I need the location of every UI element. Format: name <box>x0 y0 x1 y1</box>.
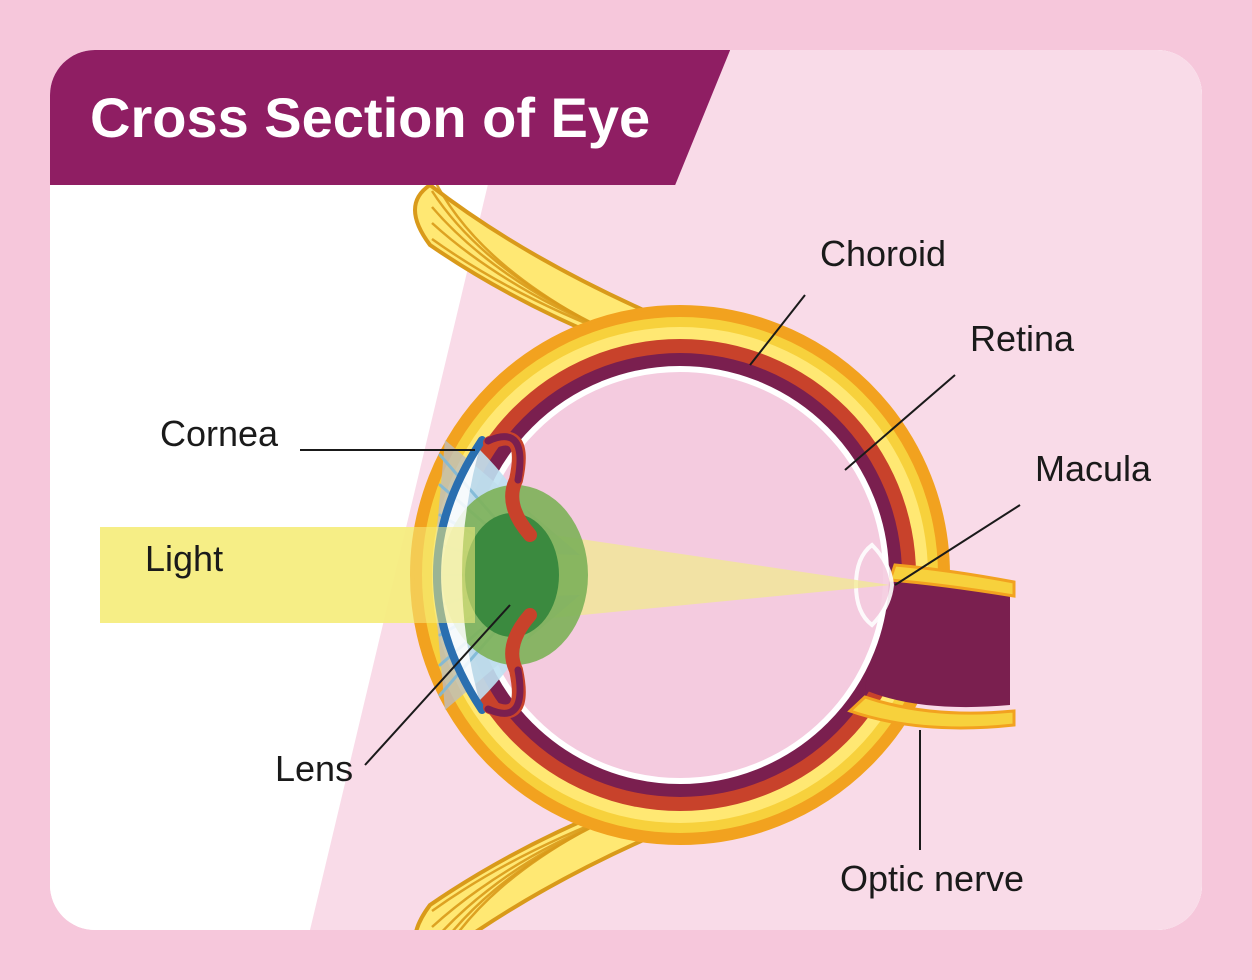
label-light: Light <box>145 538 223 580</box>
page-frame: Cross Section of Eye Cornea Light Lens Chor… <box>0 0 1252 980</box>
label-choroid: Choroid <box>820 233 946 275</box>
label-macula: Macula <box>1035 448 1151 490</box>
label-retina: Retina <box>970 318 1074 360</box>
diagram-title: Cross Section of Eye <box>90 85 650 150</box>
label-lens: Lens <box>275 748 353 790</box>
label-optic-nerve: Optic nerve <box>840 858 1024 900</box>
label-cornea: Cornea <box>160 413 278 455</box>
diagram-card: Cross Section of Eye Cornea Light Lens Chor… <box>50 50 1202 930</box>
title-banner: Cross Section of Eye <box>50 50 730 185</box>
